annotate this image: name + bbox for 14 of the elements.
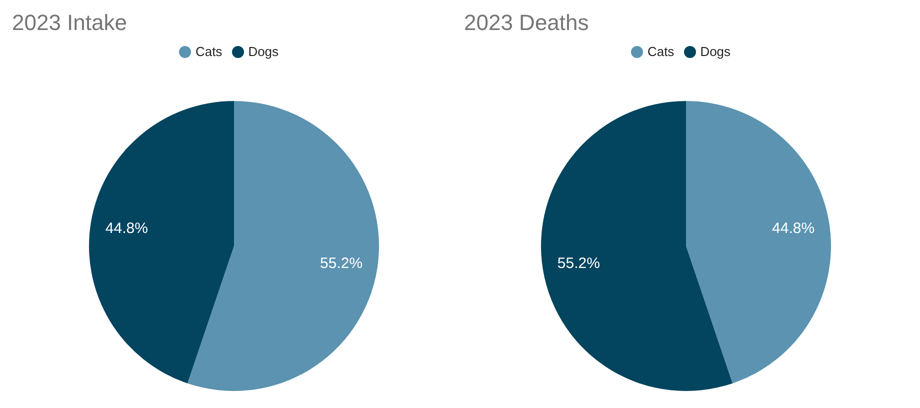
- pie-slice: [541, 101, 733, 391]
- chart-title: 2023 Deaths: [463, 9, 590, 37]
- pie-slice: [89, 101, 234, 384]
- data-label: 44.8%: [772, 220, 815, 237]
- data-label: 44.8%: [105, 220, 148, 237]
- data-label: 55.2%: [557, 255, 600, 272]
- chart-title: 2023 Intake: [11, 9, 128, 37]
- legend-label: Dogs: [700, 44, 731, 59]
- legend-label: Dogs: [248, 44, 279, 59]
- data-label: 55.2%: [320, 255, 363, 272]
- legend-label: Cats: [195, 44, 222, 59]
- pie-slice: [686, 101, 831, 384]
- pie-slice: [187, 101, 379, 391]
- legend-label: Cats: [647, 44, 674, 59]
